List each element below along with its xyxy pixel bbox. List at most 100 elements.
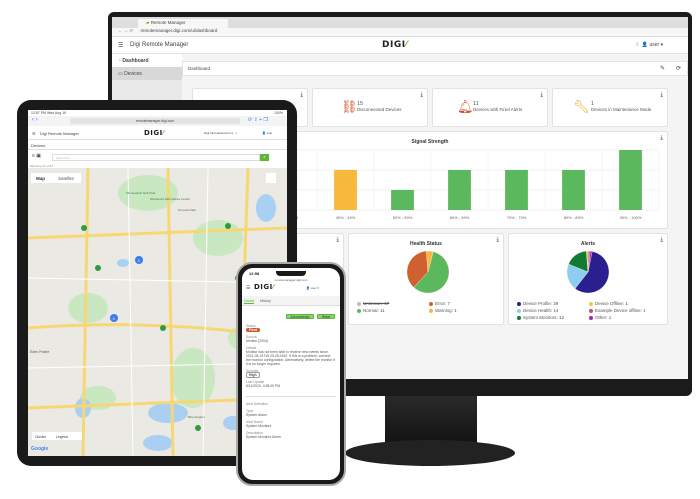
health-status-card: ⤓ Health Status Unknown: 67 Normal: 11 Err… (348, 233, 504, 325)
pie-slice[interactable] (413, 251, 450, 294)
legend-item[interactable]: Warning: 1 (429, 308, 457, 313)
menu-icon[interactable]: ☰ (118, 43, 124, 49)
detail-field: Severity High (246, 369, 260, 378)
legend-swatch (429, 308, 433, 313)
map-tab[interactable]: Map (36, 176, 45, 181)
detail-field: Type System Alarm (246, 409, 267, 417)
refresh-icon[interactable]: ⟳ (675, 66, 681, 72)
wrench-icon: 🔧︎ (573, 99, 590, 114)
place-label: Westwood Hills Nature Center (150, 197, 190, 201)
svg-text:3: 3 (138, 258, 141, 263)
status-badge: Fired (246, 328, 261, 332)
chart-title: Signal Strength (411, 139, 449, 145)
download-icon[interactable]: ⤓ (336, 237, 339, 243)
tab-history[interactable]: History (260, 299, 271, 303)
legend-item[interactable]: Error: 7 (429, 301, 450, 306)
address-bar[interactable]: ← → ⟳ remotemanager.digi.com/ui/dashboar… (112, 28, 688, 37)
status-time: 12:58 (249, 271, 260, 276)
detail-field: Source Monitor [2004] (246, 335, 268, 343)
share-icons[interactable]: ⟳ ⇪ + ❐ (248, 117, 268, 123)
acknowledge-button[interactable]: Acknowledge (286, 314, 314, 319)
svg-text:3: 3 (113, 316, 116, 321)
sidebar-item-dashboard[interactable]: ◔ Dashboard (112, 54, 182, 67)
menu-icon[interactable]: ☰ (32, 131, 36, 136)
tablet-app-header: ☰ Digi Remote Manager DIGI⁄ Digi Interna… (28, 128, 287, 140)
pie-slice[interactable] (574, 251, 610, 294)
app-header: ☰ Digi Remote Manager DIGI⁄ ☾ 👤 user ▾ (112, 37, 688, 54)
download-icon[interactable]: ⤓ (660, 92, 663, 98)
bar[interactable] (619, 150, 642, 210)
legend-swatch (589, 301, 593, 306)
map-marker[interactable] (95, 265, 101, 271)
detail-field: Last Update 8/11/2020, 4:38:05 PM (246, 380, 281, 388)
bar[interactable] (562, 170, 585, 210)
x-tick-label: 80% - 89% (564, 215, 584, 220)
reset-button[interactable]: Reset (317, 314, 335, 319)
pie-slice[interactable] (406, 250, 429, 288)
cluster-marker[interactable] (135, 256, 143, 264)
satellite-tab[interactable]: Satellite (58, 176, 75, 181)
search-input[interactable]: Search for... (52, 154, 260, 161)
cluster-button[interactable]: Cluster (35, 435, 47, 439)
legend-item[interactable]: Other: 1 (589, 315, 611, 320)
legend-swatch (517, 308, 521, 313)
pie-slice[interactable] (587, 250, 593, 273)
legend-item[interactable]: System Monitors: 12 (517, 315, 564, 320)
legend-item[interactable]: Device Health: 14 (517, 308, 559, 313)
user-menu[interactable]: 👤 user ▾ (306, 286, 319, 290)
bar[interactable] (505, 170, 528, 210)
stat-card-disconnected: ⤓ ⛓ 15 Disconnected Devices (312, 88, 428, 127)
sidebar-item-devices[interactable]: ▭ Devices (112, 67, 182, 80)
breadcrumb: Devices (28, 141, 287, 150)
download-icon[interactable]: ⤓ (496, 237, 499, 243)
download-icon[interactable]: ⤓ (420, 92, 423, 98)
legend-item[interactable]: Unknown: 67 (357, 301, 389, 306)
back-icon[interactable]: ‹ › (32, 117, 38, 123)
health-status-pie (406, 250, 450, 294)
stat-value: 1 (591, 101, 595, 107)
legend-item[interactable]: Device Profile: 39 (517, 301, 558, 306)
place-label: Bloomington (188, 415, 205, 419)
download-icon[interactable]: ⤓ (540, 92, 543, 98)
map-marker[interactable] (81, 225, 87, 231)
list-view-icon[interactable]: ≡ ▣ (32, 153, 42, 159)
bar[interactable] (391, 190, 414, 210)
tab-details[interactable]: Details (244, 299, 255, 304)
alerts-pie (566, 250, 610, 294)
map-marker[interactable] (160, 325, 166, 331)
download-icon[interactable]: ⤓ (300, 92, 303, 98)
bar[interactable] (334, 170, 357, 210)
user-menu[interactable]: ☾ 👤 user ▾ (636, 42, 664, 48)
org-select[interactable]: Digi International Inc (...) (204, 131, 237, 135)
legend-swatch (589, 315, 593, 320)
search-button[interactable]: ⌕ (260, 154, 269, 161)
phone-screen: 12:58 remotemanager.digi.com ☰ DIGI⁄ 👤 u… (242, 268, 340, 480)
legend-swatch (429, 301, 433, 306)
bar[interactable] (448, 170, 471, 210)
download-icon[interactable]: ⤓ (660, 135, 663, 141)
fullscreen-button[interactable] (266, 173, 276, 183)
edit-icon[interactable]: ✎ (659, 66, 665, 72)
detail-tabs: Details History (242, 296, 340, 306)
digi-favicon-icon: ▰ (146, 20, 150, 25)
download-icon[interactable]: ⤓ (660, 237, 663, 243)
nav-arrows-icon[interactable]: ← → ⟳ (118, 28, 134, 33)
tablet-browser-bar: ‹ › remotemanager.digi.com ⟳ ⇪ + ❐ (28, 116, 287, 126)
menu-icon[interactable]: ☰ (246, 285, 251, 291)
stat-value: 15 (357, 101, 364, 107)
tablet-url[interactable]: remotemanager.digi.com (70, 118, 240, 124)
legend-item[interactable]: Normal: 11 (357, 308, 385, 313)
user-menu[interactable]: 👤 user (262, 131, 273, 135)
legend-button[interactable]: Legend (56, 435, 68, 439)
legend-item[interactable]: Device Offline: 1 (589, 301, 628, 306)
stat-card-alerts: ⤓ 🔔︎ 11 Devices with Fired Alerts (432, 88, 548, 127)
map-marker[interactable] (225, 223, 231, 229)
pie-slice[interactable] (426, 250, 434, 273)
map-type-toggle[interactable] (31, 173, 81, 183)
phone-url[interactable]: remotemanager.digi.com (274, 278, 308, 282)
legend-item[interactable]: Example Device offline: 1 (589, 308, 646, 313)
detail-field: Alert Name System Monitors (246, 420, 272, 428)
cluster-marker[interactable] (110, 314, 118, 322)
browser-tab[interactable]: ▰ Remote Manager (138, 19, 228, 28)
map-marker[interactable] (195, 425, 201, 431)
